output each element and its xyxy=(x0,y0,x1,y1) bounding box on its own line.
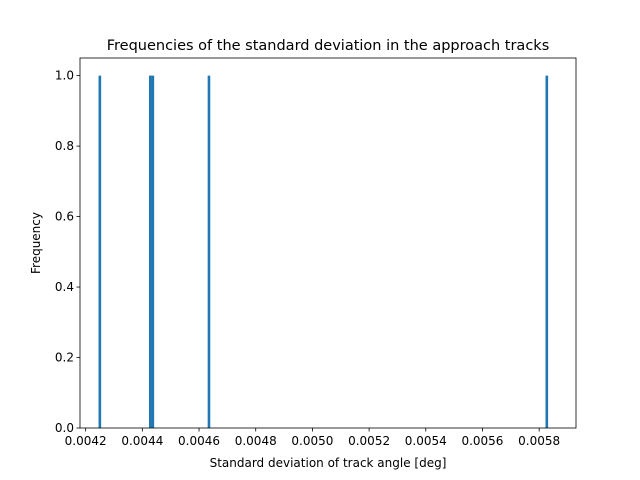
y-tick-label-1: 0.2 xyxy=(55,351,74,365)
y-tick-label-0: 0.0 xyxy=(55,421,74,435)
y-axis-label: Frequency xyxy=(29,212,43,274)
y-axis-ticks: 0.0 0.2 0.4 0.6 0.8 1.0 xyxy=(55,69,80,435)
histogram-bar-1 xyxy=(98,75,102,429)
histogram-bar-5 xyxy=(545,75,549,429)
x-tick-label-1: 0.0044 xyxy=(121,434,163,448)
chart-title: Frequencies of the standard deviation in… xyxy=(107,38,550,54)
x-tick-label-6: 0.0054 xyxy=(405,434,447,448)
x-tick-label-0: 0.0042 xyxy=(65,434,107,448)
plot-area xyxy=(80,58,576,428)
histogram-bar-2 xyxy=(148,75,152,429)
x-tick-label-2: 0.0046 xyxy=(178,434,220,448)
x-tick-label-4: 0.0050 xyxy=(291,434,333,448)
x-tick-label-7: 0.0056 xyxy=(461,434,503,448)
x-axis-label: Standard deviation of track angle [deg] xyxy=(210,456,447,470)
bars-layer xyxy=(98,75,549,429)
y-tick-label-4: 0.8 xyxy=(55,139,74,153)
x-tick-label-5: 0.0052 xyxy=(348,434,390,448)
plot-frame xyxy=(79,57,577,429)
y-tick-label-3: 0.6 xyxy=(55,210,74,224)
histogram-bar-3 xyxy=(151,75,155,429)
x-axis-ticks: 0.0042 0.0044 0.0046 0.0048 0.0050 0.0052 0.00… xyxy=(65,428,560,448)
x-tick-label-3: 0.0048 xyxy=(235,434,277,448)
x-tick-label-8: 0.0058 xyxy=(518,434,560,448)
y-tick-label-2: 0.4 xyxy=(55,280,74,294)
y-tick-label-5: 1.0 xyxy=(55,69,74,83)
histogram-bar-4 xyxy=(207,75,211,429)
